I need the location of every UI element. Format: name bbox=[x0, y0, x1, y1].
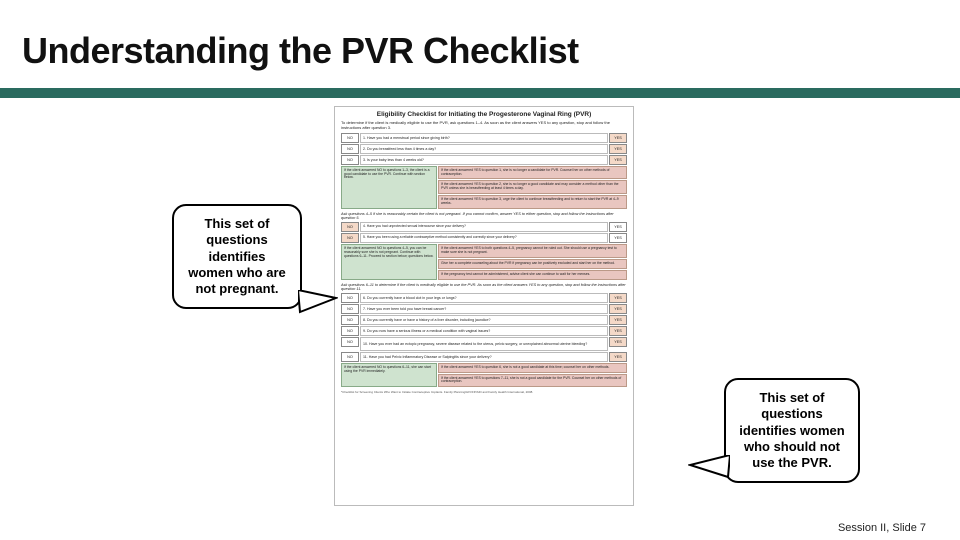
q2-row: NO 2. Do you breastfeed less than 4 time… bbox=[341, 144, 627, 154]
slide: Understanding the PVR Checklist Eligibil… bbox=[0, 0, 960, 540]
q5-text: 5. Have you been using a reliable contra… bbox=[360, 233, 608, 243]
section-1: NO 1. Have you had a menstrual period si… bbox=[341, 133, 627, 209]
sec2-intro: Ask questions 4–5 if she is reasonably c… bbox=[341, 212, 627, 220]
q9-text: 9. Do you now have a serious illness or … bbox=[360, 326, 608, 336]
q6-text: 6. Do you currently have a blood clot in… bbox=[360, 293, 608, 303]
q1-text: 1. Have you had a menstrual period since… bbox=[360, 133, 608, 143]
q8-yes: YES bbox=[609, 315, 627, 325]
q2-text: 2. Do you breastfeed less than 4 times a… bbox=[360, 144, 608, 154]
q5-no: NO bbox=[341, 233, 359, 243]
callout-left-pointer bbox=[298, 290, 338, 314]
q6-yes: YES bbox=[609, 293, 627, 303]
q4-text: 4. Have you had unprotected sexual inter… bbox=[360, 222, 608, 232]
q10-yes: YES bbox=[609, 337, 627, 347]
sec2-right-notes: If the client answered YES to both quest… bbox=[438, 244, 627, 280]
doc-title: Eligibility Checklist for Initiating the… bbox=[341, 111, 627, 118]
sec2-left-note: If the client answered NO to questions 4… bbox=[341, 244, 437, 280]
q3-row: NO 3. Is your baby less than 4 weeks old… bbox=[341, 155, 627, 165]
q4-no: NO bbox=[341, 222, 359, 232]
q9-yes: YES bbox=[609, 326, 627, 336]
q4-yes: YES bbox=[609, 222, 627, 232]
slide-footer: Session II, Slide 7 bbox=[838, 522, 926, 534]
callout-left: This set of questions identifies women w… bbox=[172, 204, 302, 309]
q10-row: NO 10. Have you ever had an ectopic preg… bbox=[341, 337, 627, 351]
sec3-left-note: If the client answered NO to questions 6… bbox=[341, 363, 437, 388]
q8-text: 8. Do you currently have or have a histo… bbox=[360, 315, 608, 325]
doc-intro: To determine if the client is medically … bbox=[341, 121, 627, 131]
q5-row: NO 5. Have you been using a reliable con… bbox=[341, 233, 627, 243]
sec2-right-c: If the pregnancy test cannot be administ… bbox=[438, 270, 627, 280]
sec2-notes: If the client answered NO to questions 4… bbox=[341, 244, 627, 280]
q11-yes: YES bbox=[609, 352, 627, 362]
q10-no: NO bbox=[341, 337, 359, 347]
q4-row: NO 4. Have you had unprotected sexual in… bbox=[341, 222, 627, 232]
q1-no: NO bbox=[341, 133, 359, 143]
sec2-right-b: Give her a complete counseling about the… bbox=[438, 259, 627, 269]
q3-no: NO bbox=[341, 155, 359, 165]
q11-row: NO 11. Have you had Pelvic Inflammatory … bbox=[341, 352, 627, 362]
doc-footnote: *Checklist for Screening Clients Who Wan… bbox=[341, 390, 627, 394]
sec2-right-a: If the client answered YES to both quest… bbox=[438, 244, 627, 258]
section-2: Ask questions 4–5 if she is reasonably c… bbox=[341, 212, 627, 280]
q8-row: NO 8. Do you currently have or have a hi… bbox=[341, 315, 627, 325]
sec1-right-notes: If the client answered YES to question 1… bbox=[438, 166, 627, 209]
checklist-document: Eligibility Checklist for Initiating the… bbox=[334, 106, 634, 506]
section-3: Ask questions 6–11 to determine if the c… bbox=[341, 283, 627, 388]
sec1-left-note: If the client answered NO to questions 1… bbox=[341, 166, 437, 209]
sec3-right-b: If the client answered YES to questions … bbox=[438, 374, 627, 388]
q3-text: 3. Is your baby less than 4 weeks old? bbox=[360, 155, 608, 165]
q2-no: NO bbox=[341, 144, 359, 154]
sec1-right-c: If the client answered YES to question 3… bbox=[438, 195, 627, 209]
q9-no: NO bbox=[341, 326, 359, 336]
q11-text: 11. Have you had Pelvic Inflammatory Dis… bbox=[360, 352, 608, 362]
slide-title: Understanding the PVR Checklist bbox=[22, 30, 579, 72]
q11-no: NO bbox=[341, 352, 359, 362]
q9-row: NO 9. Do you now have a serious illness … bbox=[341, 326, 627, 336]
q7-row: NO 7. Have you ever been told you have b… bbox=[341, 304, 627, 314]
q5-yes: YES bbox=[609, 233, 627, 243]
callout-right-pointer bbox=[688, 455, 730, 479]
sec1-right-b: If the client answered YES to question 2… bbox=[438, 180, 627, 194]
q1-row: NO 1. Have you had a menstrual period si… bbox=[341, 133, 627, 143]
q7-no: NO bbox=[341, 304, 359, 314]
callout-right: This set of questions identifies women w… bbox=[724, 378, 860, 483]
title-underline bbox=[0, 88, 960, 98]
q8-no: NO bbox=[341, 315, 359, 325]
q2-yes: YES bbox=[609, 144, 627, 154]
sec3-notes: If the client answered NO to questions 6… bbox=[341, 363, 627, 388]
q7-text: 7. Have you ever been told you have brea… bbox=[360, 304, 608, 314]
q3-yes: YES bbox=[609, 155, 627, 165]
sec1-right-a: If the client answered YES to question 1… bbox=[438, 166, 627, 180]
callout-left-text: This set of questions identifies women w… bbox=[188, 216, 286, 296]
callout-right-text: This set of questions identifies women w… bbox=[739, 390, 844, 470]
q1-yes: YES bbox=[609, 133, 627, 143]
sec3-right-a: If the client answered YES to question 6… bbox=[438, 363, 627, 373]
sec3-right-notes: If the client answered YES to question 6… bbox=[438, 363, 627, 388]
q7-yes: YES bbox=[609, 304, 627, 314]
sec1-notes: If the client answered NO to questions 1… bbox=[341, 166, 627, 209]
sec3-intro: Ask questions 6–11 to determine if the c… bbox=[341, 283, 627, 291]
q6-row: NO 6. Do you currently have a blood clot… bbox=[341, 293, 627, 303]
q10-text: 10. Have you ever had an ectopic pregnan… bbox=[360, 337, 608, 351]
q6-no: NO bbox=[341, 293, 359, 303]
